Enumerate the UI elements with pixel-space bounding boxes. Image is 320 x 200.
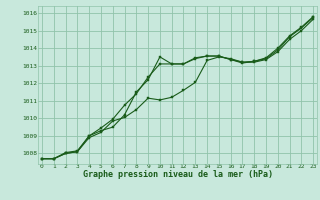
X-axis label: Graphe pression niveau de la mer (hPa): Graphe pression niveau de la mer (hPa) — [83, 170, 273, 179]
